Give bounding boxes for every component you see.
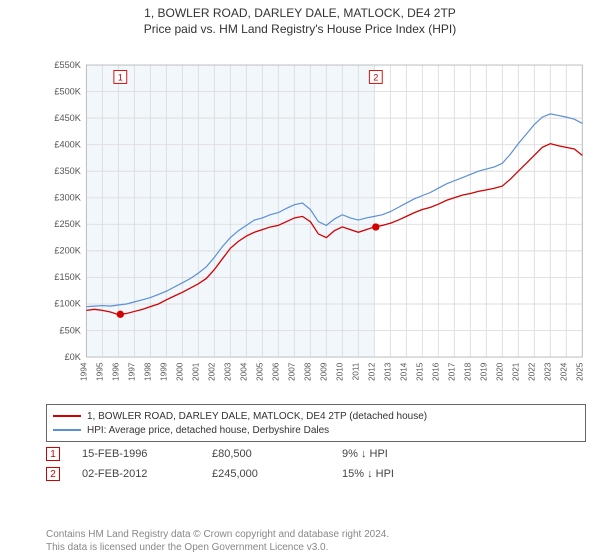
footer: Contains HM Land Registry data © Crown c… <box>46 528 586 554</box>
svg-text:2014: 2014 <box>399 362 408 381</box>
svg-text:2013: 2013 <box>383 362 392 381</box>
data-row-date: 02-FEB-2012 <box>82 468 212 480</box>
svg-text:2025: 2025 <box>575 362 584 381</box>
svg-text:1994: 1994 <box>79 362 88 381</box>
footer-line-1: Contains HM Land Registry data © Crown c… <box>46 528 586 541</box>
svg-text:1995: 1995 <box>95 362 104 381</box>
legend-swatch <box>53 415 81 417</box>
svg-text:1999: 1999 <box>159 362 168 381</box>
svg-text:2012: 2012 <box>367 362 376 381</box>
svg-text:2011: 2011 <box>351 362 360 380</box>
line-chart: £0K £50K £100K £150K £200K £250K £300K £350K £40… <box>46 50 586 396</box>
svg-text:2020: 2020 <box>495 362 504 381</box>
legend: 1, BOWLER ROAD, DARLEY DALE, MATLOCK, DE… <box>46 404 586 442</box>
data-row-2: 2 02-FEB-2012£245,00015% ↓ HPI <box>46 464 586 484</box>
svg-text:£350K: £350K <box>54 166 81 176</box>
svg-text:2018: 2018 <box>463 362 472 381</box>
page: 1, BOWLER ROAD, DARLEY DALE, MATLOCK, DE… <box>0 0 600 560</box>
svg-text:2015: 2015 <box>415 362 424 381</box>
data-row-price: £245,000 <box>212 468 342 480</box>
svg-text:2001: 2001 <box>191 362 200 381</box>
legend-label: 1, BOWLER ROAD, DARLEY DALE, MATLOCK, DE… <box>87 411 427 422</box>
chart-title-line2: Price paid vs. HM Land Registry's House … <box>0 20 600 36</box>
marker-dot-2 <box>372 223 379 230</box>
data-point-table: 1 15-FEB-1996£80,5009% ↓ HPI 2 02-FEB-2012£… <box>46 444 586 484</box>
svg-text:2017: 2017 <box>447 362 456 381</box>
svg-text:2000: 2000 <box>175 362 184 381</box>
data-row-marker: 2 <box>46 467 60 481</box>
svg-text:£50K: £50K <box>59 325 81 335</box>
svg-text:2009: 2009 <box>319 362 328 381</box>
marker-dot-1 <box>117 311 124 318</box>
svg-text:2016: 2016 <box>431 362 440 381</box>
legend-swatch <box>53 429 81 431</box>
svg-text:£200K: £200K <box>54 246 81 256</box>
svg-text:2: 2 <box>373 73 378 83</box>
svg-text:1: 1 <box>118 73 123 83</box>
svg-text:1998: 1998 <box>143 362 152 381</box>
svg-text:2008: 2008 <box>303 362 312 381</box>
svg-text:£150K: £150K <box>54 272 81 282</box>
svg-text:£100K: £100K <box>54 299 81 309</box>
svg-text:£250K: £250K <box>54 219 81 229</box>
data-row-date: 15-FEB-1996 <box>82 448 212 460</box>
data-row-price: £80,500 <box>212 448 342 460</box>
svg-text:£0K: £0K <box>65 352 82 362</box>
legend-row-1: HPI: Average price, detached house, Derb… <box>53 423 579 437</box>
svg-text:2007: 2007 <box>287 362 296 381</box>
svg-text:£550K: £550K <box>54 60 81 70</box>
svg-text:2004: 2004 <box>239 362 248 381</box>
svg-text:£500K: £500K <box>54 86 81 96</box>
data-row-marker: 1 <box>46 447 60 461</box>
svg-text:2002: 2002 <box>207 362 216 381</box>
svg-text:2006: 2006 <box>271 362 280 381</box>
svg-text:2022: 2022 <box>527 362 536 381</box>
svg-text:2003: 2003 <box>223 362 232 381</box>
chart-title-line1: 1, BOWLER ROAD, DARLEY DALE, MATLOCK, DE… <box>0 0 600 20</box>
svg-text:£400K: £400K <box>54 139 81 149</box>
svg-text:2021: 2021 <box>511 362 520 381</box>
footer-line-2: This data is licensed under the Open Gov… <box>46 541 586 554</box>
svg-text:2005: 2005 <box>255 362 264 381</box>
svg-text:1996: 1996 <box>111 362 120 381</box>
svg-text:2019: 2019 <box>479 362 488 381</box>
svg-text:£300K: £300K <box>54 193 81 203</box>
data-row-1: 1 15-FEB-1996£80,5009% ↓ HPI <box>46 444 586 464</box>
legend-label: HPI: Average price, detached house, Derb… <box>87 425 329 436</box>
svg-text:2023: 2023 <box>543 362 552 381</box>
svg-text:1997: 1997 <box>127 362 136 381</box>
chart-area: £0K £50K £100K £150K £200K £250K £300K £350K £40… <box>46 50 586 396</box>
svg-text:2024: 2024 <box>559 362 568 381</box>
svg-text:£450K: £450K <box>54 113 81 123</box>
data-row-delta: 9% ↓ HPI <box>342 448 472 460</box>
legend-row-0: 1, BOWLER ROAD, DARLEY DALE, MATLOCK, DE… <box>53 409 579 423</box>
data-row-delta: 15% ↓ HPI <box>342 468 472 480</box>
svg-text:2010: 2010 <box>335 362 344 381</box>
